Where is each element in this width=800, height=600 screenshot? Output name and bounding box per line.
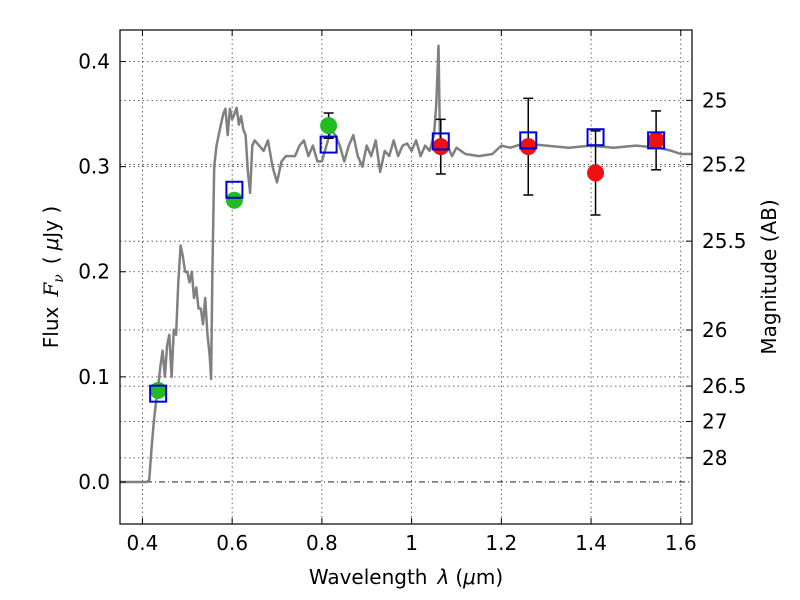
x-tick-label: 1 [405,531,418,555]
x-tick-label: 0.8 [306,531,338,555]
y-axis-label-subscript: ν [51,274,67,283]
y2-axis-label: Magnitude (AB) [757,199,781,354]
data-point-circle [225,191,243,209]
x-axis-label-unit-mu: μ [462,565,476,589]
data-point-circle [519,138,537,156]
x-tick-label: 1.4 [575,531,607,555]
x-axis-label-unit-open: ( [455,565,463,589]
y-axis-label-symbol: F [39,282,63,298]
data-markers [149,97,666,403]
y2-tick-label: 27 [702,409,727,433]
x-axis-label-unit-close: m) [476,565,503,589]
data-point-open-square [519,131,538,150]
y-tick-label: 0.0 [78,470,110,494]
data-point-open-square [225,180,244,199]
grid-lines [120,30,692,524]
y2-tick-label: 28 [702,446,727,470]
data-point-open-square [149,384,168,403]
data-point-open-square [647,131,666,150]
x-axis-label-prefix: Wavelength [309,565,428,589]
data-point-open-square [586,128,605,147]
y2-tick-label: 25 [702,88,727,112]
data-point-circle [647,131,665,149]
y-tick-label: 0.4 [78,50,110,74]
y2-tick-label: 25.5 [702,229,747,253]
data-point-circle [432,138,450,156]
data-point-circle [587,164,605,182]
y2-tick-label: 25.2 [702,153,747,177]
x-axis-label: Wavelength λ (μm) [309,565,503,589]
x-axis-label-symbol: λ [436,565,449,589]
y-axis-ticks: 0.0 0.1 0.2 0.3 0.4 [78,50,126,494]
x-tick-label: 1.2 [485,531,517,555]
y2-tick-label: 26.5 [702,374,747,398]
x-tick-label: 0.4 [127,531,159,555]
x-axis-ticks: 0.4 0.6 0.8 1 1.2 1.4 1.6 [127,30,697,555]
y2-tick-label: 26 [702,318,727,342]
data-point-open-square [431,132,450,151]
y-axis-label-prefix: Flux [39,306,63,348]
y-axis-label-unit-open: ( [39,256,63,264]
y-tick-label: 0.2 [78,260,110,284]
model-spectrum-line [120,44,692,484]
data-point-circle [320,117,338,135]
x-tick-label: 0.6 [216,531,248,555]
x-tick-label: 1.6 [665,531,697,555]
y2-axis-ticks: 25 25.2 25.5 26 26.5 27 28 [686,88,747,470]
y-tick-label: 0.1 [78,365,110,389]
y-axis-label-unit-close: Jy ) [39,206,63,240]
plot-frame [119,29,693,525]
y-tick-label: 0.3 [78,155,110,179]
y-axis-label: Flux Fν ( μJy ) [39,206,67,348]
y-axis-label-unit-mu: μ [39,238,63,252]
data-point-open-square [319,135,338,154]
